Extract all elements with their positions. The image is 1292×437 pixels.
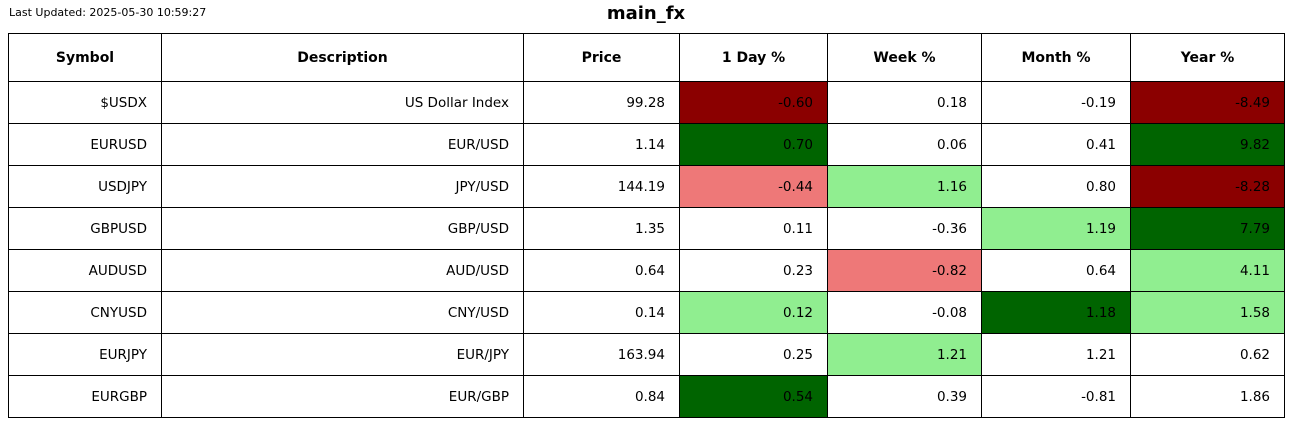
- table-body: $USDX US Dollar Index 99.28 -0.60 0.18 -0.19-…: [8, 81, 1285, 418]
- symbol-cell: EURGBP: [8, 375, 162, 418]
- column-header-year: Year %: [1130, 33, 1285, 82]
- change-cell: -0.36: [827, 207, 982, 250]
- change-cell: 0.39: [827, 375, 982, 418]
- change-cell: -0.60: [679, 81, 828, 124]
- price-cell: 0.84: [523, 375, 680, 418]
- table-row: $USDX US Dollar Index 99.28 -0.60 0.18 -0.19-…: [8, 81, 1285, 124]
- column-header-description: Description: [161, 33, 524, 82]
- price-cell: 0.14: [523, 291, 680, 334]
- description-cell: EUR/JPY: [161, 333, 524, 376]
- change-cell: 7.79: [1130, 207, 1285, 250]
- price-cell: 1.35: [523, 207, 680, 250]
- change-cell: 0.80: [981, 165, 1131, 208]
- table-row: AUDUSD AUD/USD 0.64 0.23 -0.82 0.64 4.11: [8, 249, 1285, 292]
- fx-rates-table: Symbol Description Price 1 Day % Week % …: [8, 33, 1285, 418]
- change-cell: 0.25: [679, 333, 828, 376]
- symbol-cell: EURJPY: [8, 333, 162, 376]
- column-header-1day: 1 Day %: [679, 33, 828, 82]
- description-cell: EUR/GBP: [161, 375, 524, 418]
- column-header-week: Week %: [827, 33, 982, 82]
- table-row: GBPUSD GBP/USD 1.35 0.11 -0.36 1.19 7.79: [8, 207, 1285, 250]
- change-cell: 9.82: [1130, 123, 1285, 166]
- change-cell: 0.18: [827, 81, 982, 124]
- change-cell: 1.21: [827, 333, 982, 376]
- change-cell: 1.58: [1130, 291, 1285, 334]
- change-cell: 1.19: [981, 207, 1131, 250]
- column-header-symbol: Symbol: [8, 33, 162, 82]
- symbol-cell: GBPUSD: [8, 207, 162, 250]
- symbol-cell: CNYUSD: [8, 291, 162, 334]
- last-updated-label: Last Updated: 2025-05-30 10:59:27: [9, 6, 207, 19]
- change-cell: -0.08: [827, 291, 982, 334]
- change-cell: -0.44: [679, 165, 828, 208]
- table-row: CNYUSD CNY/USD 0.14 0.12 -0.08 1.18 1.58: [8, 291, 1285, 334]
- description-cell: US Dollar Index: [161, 81, 524, 124]
- table-row: EURUSD EUR/USD 1.14 0.70 0.06 0.41 9.82: [8, 123, 1285, 166]
- change-cell: 0.41: [981, 123, 1131, 166]
- change-cell: 1.86: [1130, 375, 1285, 418]
- change-cell: -8.28: [1130, 165, 1285, 208]
- price-cell: 0.64: [523, 249, 680, 292]
- description-cell: GBP/USD: [161, 207, 524, 250]
- description-cell: EUR/USD: [161, 123, 524, 166]
- description-cell: CNY/USD: [161, 291, 524, 334]
- table-row: USDJPY JPY/USD 144.19 -0.44 1.16 0.80 -8.28: [8, 165, 1285, 208]
- change-cell: 1.16: [827, 165, 982, 208]
- price-cell: 99.28: [523, 81, 680, 124]
- symbol-cell: USDJPY: [8, 165, 162, 208]
- price-cell: 163.94: [523, 333, 680, 376]
- change-cell: 0.23: [679, 249, 828, 292]
- change-cell: 0.62: [1130, 333, 1285, 376]
- change-cell: 0.64: [981, 249, 1131, 292]
- header-row: Symbol Description Price 1 Day % Week % …: [8, 33, 1285, 82]
- page-title: main_fx: [606, 3, 686, 24]
- price-cell: 1.14: [523, 123, 680, 166]
- change-cell: -8.49: [1130, 81, 1285, 124]
- table-row: EURGBP EUR/GBP 0.84 0.54 0.39 -0.81 1.86: [8, 375, 1285, 418]
- description-cell: AUD/USD: [161, 249, 524, 292]
- column-header-price: Price: [523, 33, 680, 82]
- table-row: EURJPY EUR/JPY 163.94 0.25 1.21 1.21 0.62: [8, 333, 1285, 376]
- change-cell: -0.81: [981, 375, 1131, 418]
- symbol-cell: EURUSD: [8, 123, 162, 166]
- change-cell: 1.18: [981, 291, 1131, 334]
- change-cell: 4.11: [1130, 249, 1285, 292]
- change-cell: 0.12: [679, 291, 828, 334]
- change-cell: -0.19: [981, 81, 1131, 124]
- symbol-cell: $USDX: [8, 81, 162, 124]
- change-cell: 0.70: [679, 123, 828, 166]
- change-cell: 1.21: [981, 333, 1131, 376]
- symbol-cell: AUDUSD: [8, 249, 162, 292]
- change-cell: 0.54: [679, 375, 828, 418]
- column-header-month: Month %: [981, 33, 1131, 82]
- change-cell: 0.11: [679, 207, 828, 250]
- change-cell: -0.82: [827, 249, 982, 292]
- change-cell: 0.06: [827, 123, 982, 166]
- description-cell: JPY/USD: [161, 165, 524, 208]
- price-cell: 144.19: [523, 165, 680, 208]
